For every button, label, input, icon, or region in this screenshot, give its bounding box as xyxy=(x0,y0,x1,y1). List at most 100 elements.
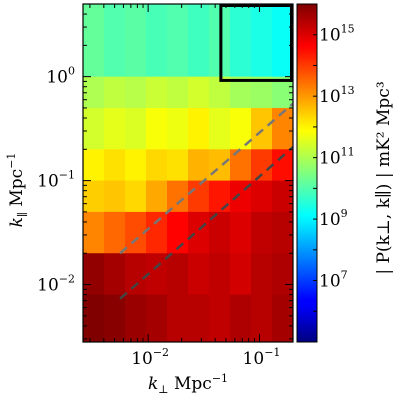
heatmap-cell-r7-c2 xyxy=(125,294,147,342)
heatmap-cell-r2-c9 xyxy=(272,107,293,150)
colorbar-tick-label-3: 1013 xyxy=(319,84,355,107)
heatmap-cell-r1-c2 xyxy=(125,76,147,109)
heatmap-cell-r6-c8 xyxy=(251,253,273,296)
heatmap-cell-r0-c7 xyxy=(230,4,252,78)
heatmap-cell-r6-c1 xyxy=(104,253,126,296)
y-axis-label: k∥ Mpc−1 xyxy=(5,153,29,228)
heatmap-cell-r4-c5 xyxy=(188,180,210,213)
colorbar-tick-label-2: 1011 xyxy=(319,146,355,169)
heatmap-cell-r0-c3 xyxy=(146,4,168,78)
wedge-line-1 xyxy=(119,102,293,255)
colorbar-tick-label-0: 107 xyxy=(319,269,348,292)
highlight-box xyxy=(219,4,293,82)
heatmap-cell-r6-c2 xyxy=(125,253,147,296)
heatmap-cell-r2-c4 xyxy=(167,107,189,150)
x-axis-ticks: 10−2 10−1 xyxy=(89,4,294,369)
heatmap-cell-r4-c0 xyxy=(83,180,105,213)
heatmap-cell-r5-c9 xyxy=(272,211,293,254)
heatmap-cell-r6-c3 xyxy=(146,253,168,296)
x-label-var: k xyxy=(148,374,158,394)
heatmap-cell-r0-c2 xyxy=(125,4,147,78)
heatmap-cell-r0-c5 xyxy=(188,4,210,78)
colorbar-label: | P(k⊥, k∥) | mK² Mpc³ xyxy=(374,81,394,274)
heatmap-cell-r1-c9 xyxy=(272,76,293,109)
x-tick-label-0: 10−2 xyxy=(131,346,169,369)
heatmap-cell-r4-c2 xyxy=(125,180,147,213)
heatmap-cell-r7-c9 xyxy=(272,294,293,342)
heatmap-cell-r3-c7 xyxy=(230,149,252,182)
x-label-unit: Mpc xyxy=(174,374,212,394)
y-tick-label-0: 10−2 xyxy=(37,273,75,296)
heatmap-cell-r1-c0 xyxy=(83,76,105,109)
colorbar: 107 109 1011 1013 1015 xyxy=(296,3,355,343)
heatmap-cell-r6-c5 xyxy=(188,253,210,296)
heatmap-cell-r7-c7 xyxy=(230,294,252,342)
heatmap-cell-r3-c9 xyxy=(272,149,293,182)
heatmap-cell-r0-c9 xyxy=(272,4,293,78)
heatmap-cell-r5-c6 xyxy=(209,211,231,254)
heatmap-cell-r7-c1 xyxy=(104,294,126,342)
heatmap-cell-r2-c8 xyxy=(251,107,273,150)
heatmap-cell-r1-c1 xyxy=(104,76,126,109)
x-tick-label-1: 10−1 xyxy=(243,346,281,369)
heatmap-cell-r0-c0 xyxy=(83,4,105,78)
y-axis-ticks: 10−2 10−1 100 xyxy=(37,3,293,340)
heatmap-cell-r7-c0 xyxy=(83,294,105,342)
heatmap-cell-r3-c4 xyxy=(167,149,189,182)
annotations xyxy=(119,4,293,300)
heatmap-cell-r4-c9 xyxy=(272,180,293,213)
heatmap-cell-r1-c8 xyxy=(251,76,273,109)
heatmap-cell-r5-c1 xyxy=(104,211,126,254)
heatmap-cell-r2-c3 xyxy=(146,107,168,150)
y-label-unit: Mpc xyxy=(7,169,27,207)
heatmap-cell-r3-c8 xyxy=(251,149,273,182)
heatmap-cell-r1-c5 xyxy=(188,76,210,109)
colorbar-tick-label-4: 1015 xyxy=(319,23,355,46)
heatmap-cell-r7-c3 xyxy=(146,294,168,342)
heatmap-cell-r3-c6 xyxy=(209,149,231,182)
heatmap-cell-r4-c1 xyxy=(104,180,126,213)
colorbar-gradient xyxy=(296,3,318,343)
y-label-sub: ∥ xyxy=(16,212,29,217)
heatmap-cell-r6-c6 xyxy=(209,253,231,296)
heatmap-cell-r4-c3 xyxy=(146,180,168,213)
heatmap-cell-r3-c3 xyxy=(146,149,168,182)
x-label-sub: ⊥ xyxy=(158,383,168,396)
heatmap-cell-r3-c5 xyxy=(188,149,210,182)
heatmap-cell-r2-c5 xyxy=(188,107,210,150)
heatmap-cell-r5-c3 xyxy=(146,211,168,254)
heatmap-cell-r0-c8 xyxy=(251,4,273,78)
heatmap-cell-r0-c4 xyxy=(167,4,189,78)
plot-frame xyxy=(82,3,294,343)
heatmap-cell-r7-c5 xyxy=(188,294,210,342)
heatmap-cell-r4-c6 xyxy=(209,180,231,213)
heatmap-cell-r3-c2 xyxy=(125,149,147,182)
heatmap-cell-r2-c7 xyxy=(230,107,252,150)
x-axis-label: k⊥ Mpc−1 xyxy=(148,372,228,396)
heatmap-cell-r5-c5 xyxy=(188,211,210,254)
heatmap-cell-r5-c8 xyxy=(251,211,273,254)
heatmap-cell-r7-c8 xyxy=(251,294,273,342)
heatmap-cell-r2-c0 xyxy=(83,107,105,150)
heatmap-cell-r1-c4 xyxy=(167,76,189,109)
heatmap-cell-r1-c7 xyxy=(230,76,252,109)
heatmap-cell-r0-c1 xyxy=(104,4,126,78)
y-tick-label-2: 100 xyxy=(46,65,75,88)
heatmap-cell-r6-c7 xyxy=(230,253,252,296)
heatmap-cell-r5-c0 xyxy=(83,211,105,254)
heatmap-cell-r2-c1 xyxy=(104,107,126,150)
x-label-unit-exp: −1 xyxy=(212,372,228,385)
heatmap-cell-r5-c2 xyxy=(125,211,147,254)
heatmap-cell-r1-c3 xyxy=(146,76,168,109)
colorbar-tick-label-1: 109 xyxy=(319,207,348,230)
heatmap-cell-r7-c4 xyxy=(167,294,189,342)
wedge-line-2 xyxy=(119,146,293,300)
heatmap-cell-r7-c6 xyxy=(209,294,231,342)
heatmap-cell-r4-c8 xyxy=(251,180,273,213)
y-label-unit-exp: −1 xyxy=(5,153,18,169)
heatmap-cell-r3-c1 xyxy=(104,149,126,182)
heatmap-cell-r2-c2 xyxy=(125,107,147,150)
y-tick-label-1: 10−1 xyxy=(37,169,75,192)
heatmap-cell-r2-c6 xyxy=(209,107,231,150)
